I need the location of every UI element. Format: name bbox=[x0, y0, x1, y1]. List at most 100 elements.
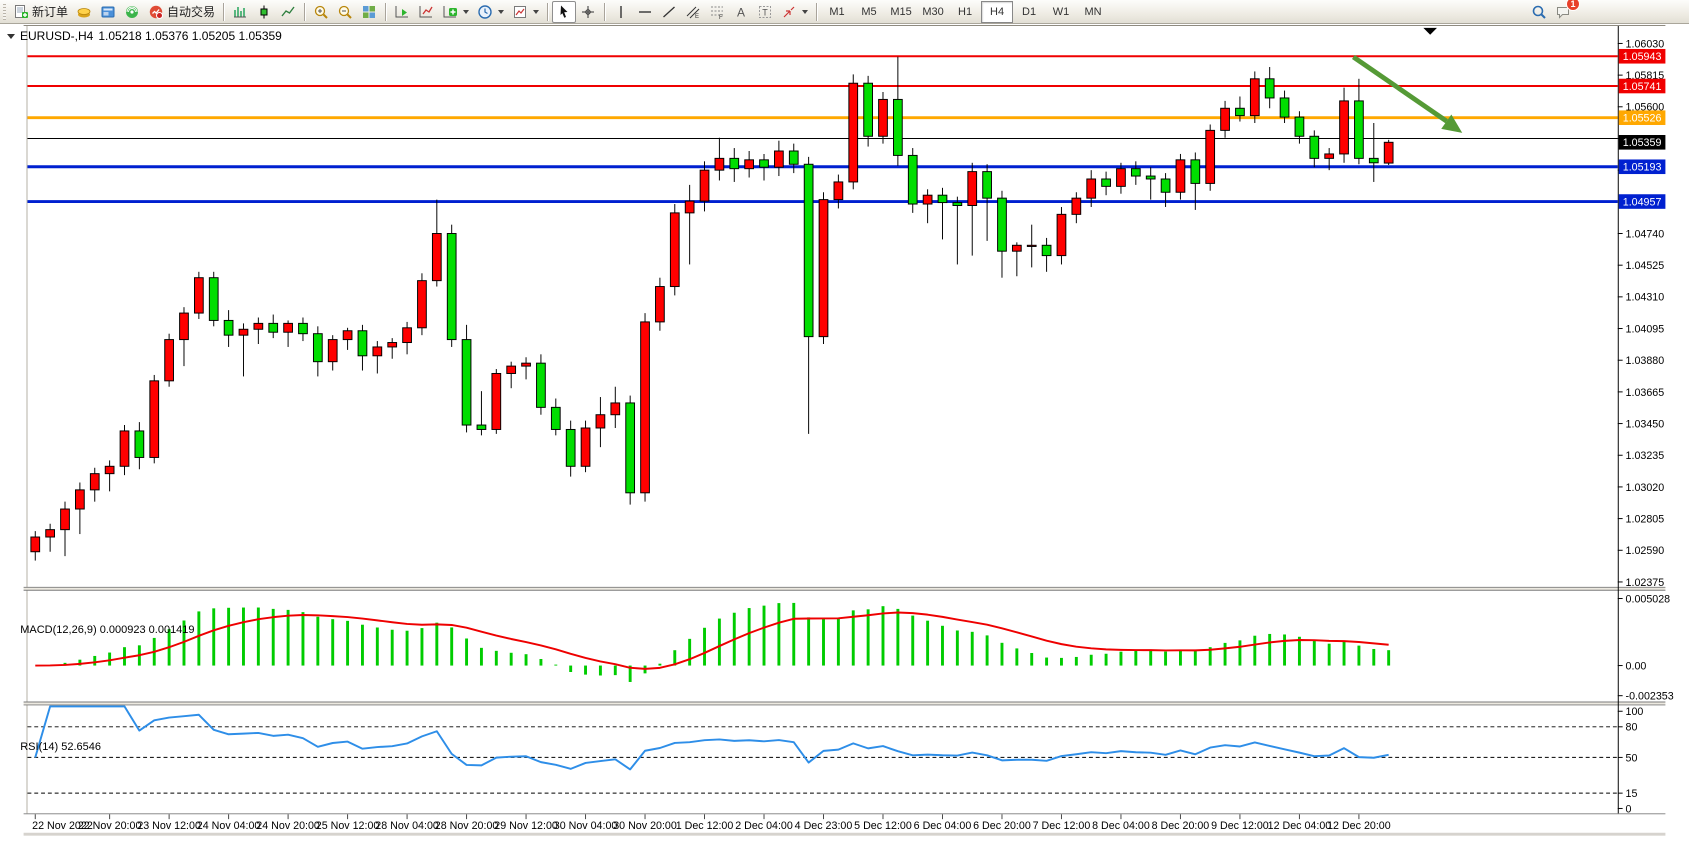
candle-icon bbox=[260, 5, 268, 18]
macd-axis-label: 0.005028 bbox=[1626, 593, 1671, 605]
candle-body bbox=[134, 430, 145, 458]
bar-chart-mode-button[interactable] bbox=[228, 1, 252, 23]
chart-title: EURUSD-,H4 1.05218 1.05376 1.05205 1.053… bbox=[7, 29, 282, 43]
text-button[interactable]: A bbox=[729, 1, 753, 23]
x-axis-label: 24 Nov 20:00 bbox=[256, 820, 320, 832]
y-axis-label: 1.02375 bbox=[1626, 577, 1665, 589]
dropdown-arrow-icon[interactable] bbox=[498, 9, 505, 14]
x-axis-label: 28 Nov 20:00 bbox=[435, 820, 499, 832]
autotrading-icon bbox=[149, 5, 164, 19]
autotrading-button[interactable]: 自动交易 bbox=[144, 1, 219, 23]
chart-shift-button[interactable] bbox=[390, 1, 414, 23]
channel-icon: E bbox=[686, 6, 700, 20]
candle-body bbox=[446, 233, 457, 341]
timeframe-w1-button[interactable]: W1 bbox=[1052, 5, 1070, 18]
toolbar-separator bbox=[223, 2, 225, 21]
candle-body bbox=[1324, 153, 1335, 159]
timeframe-m5-button[interactable]: M5 bbox=[861, 5, 877, 18]
price-shift-marker[interactable] bbox=[1423, 27, 1437, 35]
candle-body bbox=[550, 406, 561, 430]
candle-body bbox=[1041, 244, 1052, 257]
hline-icon bbox=[639, 10, 652, 13]
fibonacci-button[interactable]: F bbox=[705, 1, 729, 23]
timeframe-m15-button[interactable]: M15 bbox=[890, 5, 912, 18]
candle-body bbox=[655, 286, 665, 323]
candle-body bbox=[283, 322, 293, 333]
y-axis-label: 1.03235 bbox=[1626, 450, 1665, 462]
candle-body bbox=[208, 277, 219, 321]
candle-body bbox=[848, 82, 859, 183]
y-axis-label: 1.03880 bbox=[1626, 355, 1665, 367]
trendline-button[interactable] bbox=[657, 1, 681, 23]
candlestick-mode-button[interactable] bbox=[252, 1, 276, 23]
candle-body bbox=[1190, 159, 1201, 184]
arrows-button[interactable] bbox=[777, 1, 812, 23]
zoom-out-button[interactable] bbox=[333, 1, 357, 23]
chart-canvas[interactable]: 1.060301.058151.056001.053851.051701.047… bbox=[0, 24, 1689, 859]
pane-splitter[interactable] bbox=[23, 702, 1666, 705]
text-label-button[interactable]: T bbox=[753, 1, 777, 23]
indicators-button[interactable] bbox=[438, 1, 473, 23]
periods-button[interactable] bbox=[473, 1, 508, 23]
vertical-line-button[interactable] bbox=[609, 1, 633, 23]
gold-button[interactable] bbox=[72, 1, 96, 23]
timeframe-h4-button[interactable]: H4 bbox=[981, 0, 1014, 23]
timeframe-h1-button[interactable]: H1 bbox=[958, 5, 973, 18]
trend-annotation-arrow[interactable] bbox=[1351, 55, 1449, 124]
price-badge bbox=[1618, 135, 1666, 150]
line-chart-mode-button[interactable] bbox=[276, 1, 300, 23]
macd-indicator-label: MACD(12,26,9) 0.000923 0.001419 bbox=[20, 624, 195, 636]
x-axis-label: 5 Dec 12:00 bbox=[854, 820, 912, 832]
candle-body bbox=[193, 277, 204, 314]
dropdown-arrow-icon[interactable] bbox=[533, 9, 540, 14]
arrows-icon bbox=[783, 6, 795, 17]
candle-body bbox=[75, 489, 85, 510]
svg-text:T: T bbox=[762, 7, 768, 17]
chart-collapse-icon[interactable] bbox=[7, 33, 15, 39]
candle-body bbox=[1205, 129, 1216, 184]
auto-scroll-button[interactable] bbox=[414, 1, 438, 23]
signal-button[interactable] bbox=[120, 1, 144, 23]
candle-body bbox=[729, 157, 740, 170]
templates-button[interactable] bbox=[508, 1, 543, 23]
dropdown-arrow-icon[interactable] bbox=[463, 9, 470, 14]
crosshair-button[interactable] bbox=[576, 1, 600, 23]
candle-body bbox=[774, 150, 784, 168]
dropdown-arrow-icon[interactable] bbox=[802, 9, 809, 14]
search-button[interactable] bbox=[1527, 1, 1551, 23]
candle-body bbox=[1101, 178, 1111, 187]
candle-body bbox=[1160, 178, 1171, 193]
notifications-button[interactable]: 1 bbox=[1551, 0, 1580, 23]
timeframe-d1-button[interactable]: D1 bbox=[1022, 5, 1037, 18]
new-order-button[interactable]: 新订单 bbox=[9, 1, 72, 23]
timeframe-m1-button[interactable]: M1 bbox=[829, 5, 845, 18]
rsi-indicator-label: RSI(14) 52.6546 bbox=[20, 741, 101, 753]
timeframe-mn-button[interactable]: MN bbox=[1084, 5, 1102, 18]
y-axis-label: 1.04525 bbox=[1626, 260, 1665, 272]
trend-annotation-arrowhead[interactable] bbox=[1441, 114, 1463, 133]
pane-splitter[interactable] bbox=[23, 587, 1666, 591]
chart-window[interactable]: 1.060301.058151.056001.053851.051701.047… bbox=[0, 24, 1689, 859]
terminal-button[interactable] bbox=[96, 1, 120, 23]
candle-body bbox=[298, 322, 308, 335]
tile-windows-button[interactable] bbox=[357, 1, 381, 23]
candle-body bbox=[580, 427, 591, 467]
price-badge-label: 1.05193 bbox=[1623, 162, 1662, 174]
cursor-button[interactable] bbox=[552, 0, 577, 23]
candle-body bbox=[30, 536, 41, 553]
zoomout-icon bbox=[338, 5, 352, 19]
zoom-in-button[interactable] bbox=[309, 1, 333, 23]
timeframe-m30-button[interactable]: M30 bbox=[922, 5, 944, 18]
main-toolbar: 新订单 自动交易 E F A T M1 M5 M15 M30 H1 H4 D1 W1 MN 1 bbox=[0, 0, 1689, 24]
candle-body bbox=[1220, 107, 1230, 131]
tiles-icon bbox=[363, 5, 376, 18]
y-axis-label: 1.03020 bbox=[1626, 482, 1665, 494]
candle-body bbox=[1086, 178, 1097, 199]
y-axis-label: 1.03665 bbox=[1626, 387, 1665, 399]
horizontal-line-button[interactable] bbox=[633, 1, 657, 23]
shift-auto-icon bbox=[419, 5, 433, 17]
channel-button[interactable]: E bbox=[681, 1, 705, 23]
candle-body bbox=[1249, 78, 1260, 117]
candle-body bbox=[1011, 244, 1022, 252]
rsi-axis-label: 15 bbox=[1626, 788, 1638, 800]
